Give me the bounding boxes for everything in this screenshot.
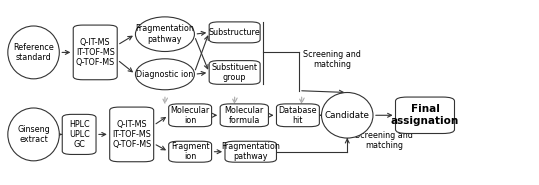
FancyBboxPatch shape	[169, 104, 212, 127]
Text: Final
assignation: Final assignation	[391, 105, 459, 126]
Text: Substructure: Substructure	[209, 28, 260, 37]
Text: Fragmentation
pathway: Fragmentation pathway	[135, 24, 195, 44]
Text: Molecular
formula: Molecular formula	[225, 106, 264, 125]
FancyBboxPatch shape	[396, 97, 454, 134]
FancyBboxPatch shape	[209, 61, 260, 84]
FancyBboxPatch shape	[110, 107, 154, 162]
FancyBboxPatch shape	[277, 104, 320, 127]
Text: Screening and
matching: Screening and matching	[303, 50, 361, 69]
FancyBboxPatch shape	[73, 25, 117, 80]
Text: Ginseng
extract: Ginseng extract	[17, 125, 50, 144]
Text: Diagnostic ion: Diagnostic ion	[136, 70, 194, 79]
Text: Database
hit: Database hit	[279, 106, 317, 125]
FancyBboxPatch shape	[209, 22, 260, 43]
Text: HPLC
UPLC
GC: HPLC UPLC GC	[69, 120, 89, 149]
FancyBboxPatch shape	[220, 104, 268, 127]
Text: Candidate: Candidate	[325, 111, 370, 120]
Text: Substituent
group: Substituent group	[212, 63, 258, 82]
Text: Reference
standard: Reference standard	[13, 43, 54, 62]
Ellipse shape	[322, 92, 373, 138]
Text: Fragment
ion: Fragment ion	[171, 142, 209, 162]
Text: Q-IT-MS
IT-TOF-MS
Q-TOF-MS: Q-IT-MS IT-TOF-MS Q-TOF-MS	[112, 120, 151, 149]
FancyBboxPatch shape	[62, 114, 96, 154]
Text: Molecular
ion: Molecular ion	[170, 106, 210, 125]
FancyBboxPatch shape	[225, 141, 277, 162]
Text: Fragmentation
pathway: Fragmentation pathway	[222, 142, 280, 162]
Text: Screening and
matching: Screening and matching	[355, 131, 413, 150]
FancyBboxPatch shape	[169, 141, 212, 162]
Ellipse shape	[8, 108, 59, 161]
Ellipse shape	[8, 26, 59, 79]
Ellipse shape	[135, 17, 195, 51]
Text: Q-IT-MS
IT-TOF-MS
Q-TOF-MS: Q-IT-MS IT-TOF-MS Q-TOF-MS	[75, 38, 115, 67]
Ellipse shape	[135, 59, 195, 90]
